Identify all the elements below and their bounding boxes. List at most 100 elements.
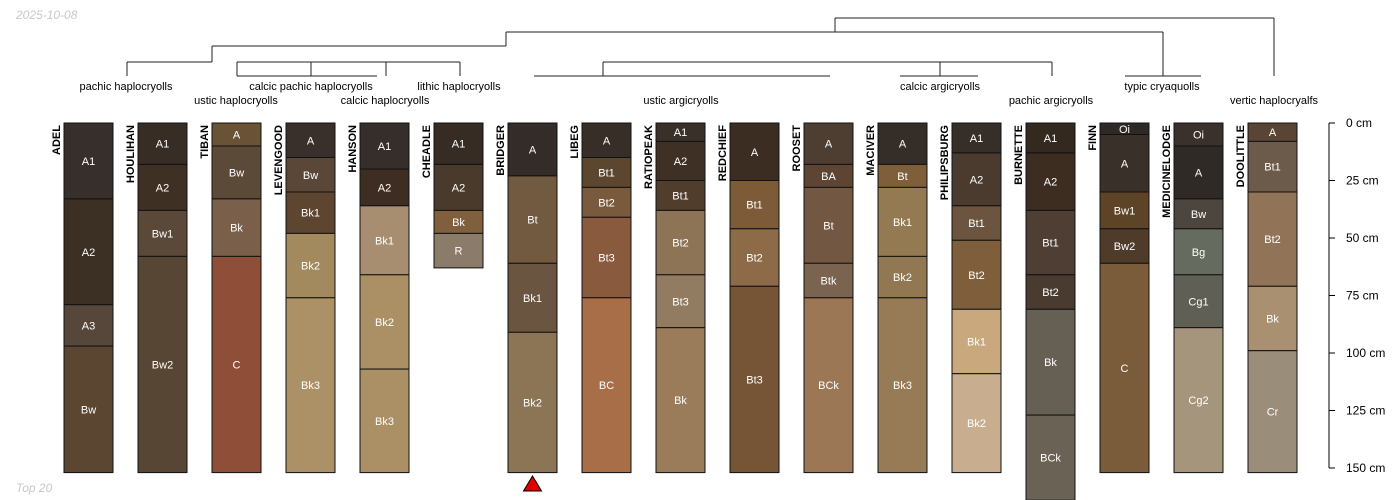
group-label-pachic-argicryolls: pachic argicryolls	[1009, 95, 1094, 107]
horizon-label: Bt3	[746, 374, 763, 386]
horizon-label: A	[1195, 167, 1203, 179]
horizon-label: A2	[1044, 177, 1057, 189]
horizon-label: Bk2	[301, 261, 320, 273]
horizon-libeg-a	[581, 122, 632, 158]
horizon-philipsburg-bt1	[951, 205, 1002, 241]
horizon-maciver-bk3	[877, 297, 928, 474]
depth-tick-label: 25 cm	[1346, 174, 1379, 188]
horizon-label: Bt2	[1264, 234, 1281, 246]
group-label-calcic-haplocryolls: calcic haplocryolls	[341, 95, 430, 107]
horizon-label: Bt2	[598, 197, 615, 209]
group-label-calcic-argicryolls: calcic argicryolls	[900, 81, 981, 93]
horizon-label: Btk	[821, 276, 837, 288]
horizon-doolittle-cr	[1247, 350, 1298, 474]
profile-name-label: HOULIHAN	[125, 125, 137, 183]
horizon-label: BC	[599, 380, 614, 392]
horizon-redchief-bt2	[729, 228, 780, 287]
horizon-label: A	[1121, 158, 1129, 170]
profile-houlihan: A1 A2 Bw1 Bw2 HOULIHAN	[125, 122, 188, 474]
horizon-label: Cg1	[1188, 296, 1208, 308]
horizon-label: Bk	[230, 223, 243, 235]
profile-name-label: CHEADLE	[421, 125, 433, 178]
horizon-tiban-c	[211, 255, 262, 474]
horizon-label: Bk	[674, 395, 687, 407]
horizon-label: Bt1	[598, 167, 615, 179]
horizon-cheadle-a1	[433, 122, 484, 165]
horizon-label: Bk2	[375, 317, 394, 329]
horizon-houlihan-bw2	[137, 255, 188, 474]
horizon-levengood-bk1	[285, 191, 336, 234]
horizon-label: Bg	[1192, 247, 1205, 259]
horizon-hanson-bk2	[359, 274, 410, 370]
horizon-label: Bt	[527, 215, 537, 227]
horizon-label: Bt1	[672, 190, 689, 202]
footer-note: Top 20	[16, 481, 53, 495]
horizon-philipsburg-bk2	[951, 373, 1002, 474]
horizon-label: Bk1	[301, 208, 320, 220]
horizon-label: Bk3	[301, 380, 320, 392]
depth-tick-label: 100 cm	[1346, 346, 1385, 360]
horizon-label: Bk	[452, 217, 465, 229]
horizon-hanson-bk3	[359, 368, 410, 474]
horizon-rooset-bck	[803, 297, 854, 474]
horizon-label: A1	[452, 139, 465, 151]
horizon-ratiopeak-bt1	[655, 180, 706, 211]
horizon-label: Bw	[81, 404, 96, 416]
profile-name-label: DOOLITTLE	[1235, 125, 1247, 187]
horizon-label: A2	[970, 174, 983, 186]
horizon-label: Bt2	[1042, 287, 1059, 299]
horizon-burnette-a2	[1025, 152, 1076, 211]
depth-tick-label: 0 cm	[1346, 116, 1372, 130]
horizon-adel-a2	[63, 198, 114, 306]
horizon-label: C	[1121, 363, 1129, 375]
horizon-label: R	[455, 246, 463, 258]
profile-name-label: ROOSET	[791, 125, 803, 172]
profile-name-label: LEVENGOOD	[273, 125, 285, 195]
horizon-maciver-bk1	[877, 186, 928, 257]
profile-tiban: A Bw Bk C TIBAN	[199, 122, 262, 474]
profile-philipsburg: A1 A2 Bt1 Bt2 Bk1 Bk2 PHILIPSBURG	[939, 122, 1002, 474]
horizon-label: Bw	[229, 167, 244, 179]
horizon-burnette-bt2	[1025, 274, 1076, 310]
horizon-label: Bt2	[672, 238, 689, 250]
horizon-libeg-bc	[581, 297, 632, 474]
horizon-libeg-bt2	[581, 186, 632, 218]
horizon-philipsburg-bt2	[951, 239, 1002, 310]
horizon-label: A	[529, 144, 537, 156]
horizon-maciver-bk2	[877, 255, 928, 299]
depth-axis: 0 cm 25 cm 50 cm 75 cm 100 cm 125 cm 150 cm	[1328, 116, 1385, 475]
horizon-rooset-a	[803, 122, 854, 165]
group-label-calcic-pachic-haplocryolls: calcic pachic haplocryolls	[249, 81, 373, 93]
horizon-label: Bt1	[1042, 238, 1059, 250]
profiles: A1 A2 A3 Bw ADEL A1 A2 Bw1 Bw2 HOULIHAN A Bw Bk C TIBA…	[51, 122, 1298, 500]
horizon-burnette-bk	[1025, 308, 1076, 416]
horizon-redchief-bt3	[729, 285, 780, 474]
profile-maciver: A Bt Bk1 Bk2 Bk3 MACIVER	[865, 122, 928, 474]
horizon-levengood-a	[285, 122, 336, 158]
horizon-doolittle-bk	[1247, 285, 1298, 352]
horizon-cheadle-a2	[433, 163, 484, 211]
horizon-ratiopeak-bt3	[655, 274, 706, 329]
horizon-label: Bt1	[746, 200, 763, 212]
horizon-ratiopeak-bk	[655, 327, 706, 474]
profile-bridger: A Bt Bk1 Bk2 BRIDGER	[495, 122, 558, 474]
horizon-label: Bk	[1266, 314, 1279, 326]
horizon-levengood-bk3	[285, 297, 336, 474]
marker-layer	[522, 475, 543, 492]
horizon-label: Bt1	[968, 218, 985, 230]
dendrogram	[126, 17, 1275, 77]
horizon-houlihan-a1	[137, 122, 188, 165]
profile-name-label: PHILIPSBURG	[939, 125, 951, 200]
horizon-finn-bw2	[1099, 228, 1150, 264]
horizon-maciver-a	[877, 122, 928, 165]
horizon-doolittle-bt2	[1247, 191, 1298, 287]
horizon-levengood-bk2	[285, 232, 336, 299]
horizon-label: Bt3	[598, 253, 615, 265]
horizon-finn-bw1	[1099, 191, 1150, 230]
profile-name-label: REDCHIEF	[717, 125, 729, 182]
profile-hanson: A1 A2 Bk1 Bk2 Bk3 HANSON	[347, 122, 410, 474]
horizon-burnette-a1	[1025, 122, 1076, 154]
horizon-label: BCk	[1040, 453, 1061, 465]
horizon-label: Bk2	[893, 272, 912, 284]
horizon-label: Bt	[897, 171, 907, 183]
